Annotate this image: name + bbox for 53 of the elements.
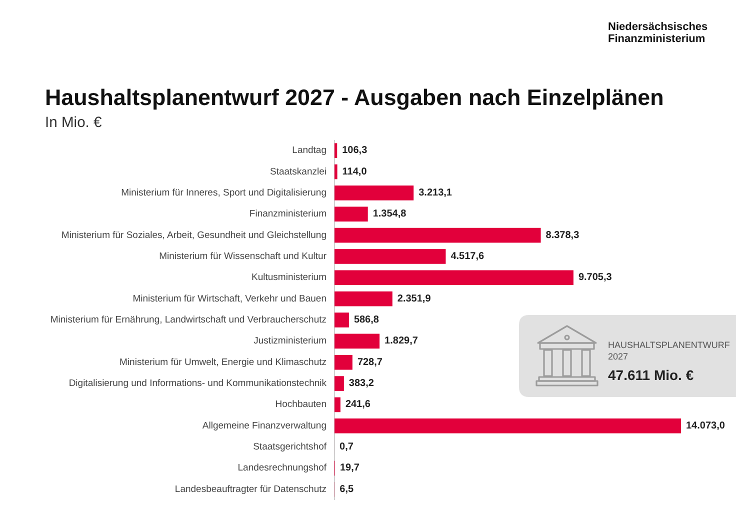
data-label: 1.829,7 [384, 336, 418, 347]
bar [334, 354, 352, 370]
y-tick-label: Ministerium für Wirtschaft, Verkehr und Bauen [132, 293, 326, 304]
data-label: 0,7 [340, 442, 354, 453]
data-label: 8.378,3 [546, 230, 580, 241]
data-label: 728,7 [357, 356, 383, 368]
chart-title: Haushaltsplanentwurf 2027 - Ausgaben nach Einzelplänen [45, 85, 664, 110]
data-label: 19,7 [340, 462, 360, 474]
data-label: 3.213,1 [418, 187, 452, 198]
bar [334, 249, 446, 264]
bar [334, 418, 681, 434]
y-tick-label: Kultusministerium [252, 272, 327, 284]
data-label: 114,0 [342, 166, 368, 178]
data-label: 106,3 [342, 145, 368, 156]
data-label: 9.705,3 [578, 272, 612, 284]
bar [334, 143, 338, 158]
bar [334, 270, 574, 286]
y-tick-label: Ministerium für Wissenschaft und Kultur [159, 250, 326, 262]
bar [334, 334, 380, 349]
y-tick-label: Justizministerium [254, 336, 327, 347]
bar [334, 164, 338, 180]
y-tick-label: Ministerium für Inneres, Sport und Digitalisierung [121, 187, 326, 198]
bar [334, 376, 344, 391]
bar [334, 312, 349, 328]
y-tick-label: Digitalisierung und Informations- und Kommunikationstechnik [68, 378, 327, 390]
y-tick-label: Landesbeauftragter für Datenschutz [174, 484, 327, 495]
text: Niedersächsisches Finanzministerium [608, 21, 708, 45]
data-label: 1.354,8 [372, 208, 407, 220]
y-tick-label: Ministerium für Soziales, Arbeit, Gesundheit und Gleichstellung [61, 230, 326, 241]
y-tick-label: Finanzministerium [249, 208, 327, 220]
data-label: 14.073,0 [686, 420, 726, 432]
text: In Mio. € [45, 115, 103, 131]
data-label: 4.517,6 [450, 250, 485, 262]
y-tick-label: Hochbauten [275, 399, 326, 410]
data-label: 2.351,9 [397, 293, 432, 304]
y-tick-label: Staatskanzlei [270, 166, 326, 178]
data-label: 383,2 [348, 378, 374, 390]
bar [334, 206, 368, 222]
bar [334, 291, 392, 306]
annotation: 47.611 Mio. € [608, 367, 694, 383]
data-label: 6,5 [340, 484, 354, 495]
bar [334, 228, 541, 243]
y-tick-label: Ministerium für Umwelt, Energie und Klimaschutz [120, 356, 327, 368]
y-tick-label: Allgemeine Finanzverwaltung [202, 420, 326, 432]
bar [334, 397, 340, 412]
y-tick-label: Ministerium für Ernährung, Landwirtschaft und Verbraucherschutz [50, 314, 327, 326]
data-label: 586,8 [354, 314, 380, 326]
y-tick-label: Staatsgerichtshof [253, 442, 327, 453]
y-tick-label: Landesrechnungshof [238, 462, 327, 474]
data-label: 241,6 [345, 399, 371, 410]
y-tick-label: Landtag [292, 145, 326, 156]
annotation: HAUSHALTSPLANENTWURF 2027 [608, 340, 730, 362]
bar [334, 186, 414, 200]
